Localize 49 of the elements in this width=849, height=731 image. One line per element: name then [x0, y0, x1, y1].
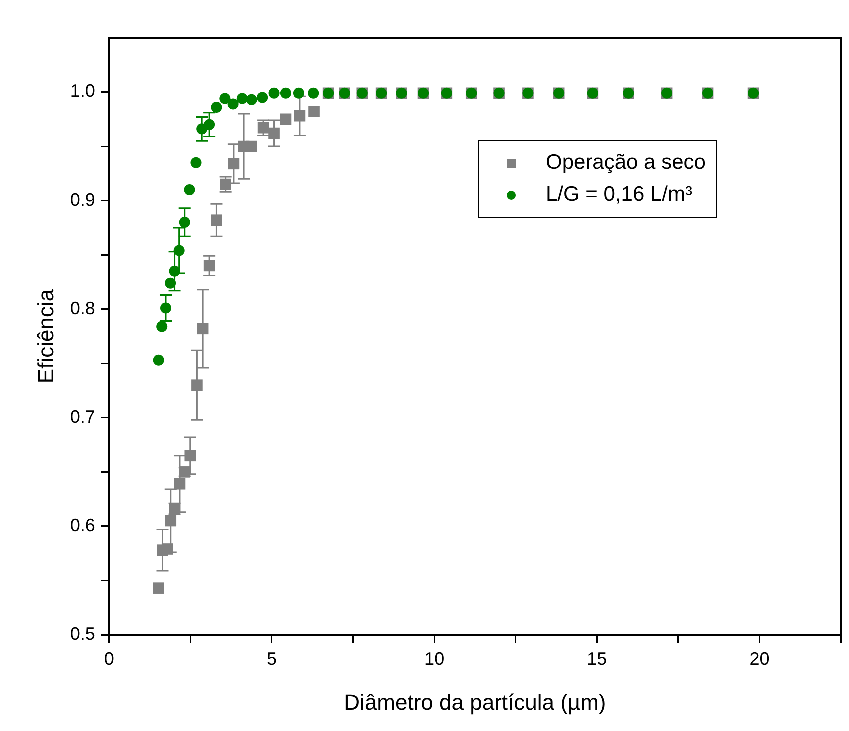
point — [211, 214, 222, 226]
point — [211, 102, 222, 113]
point — [308, 88, 320, 99]
point — [280, 88, 292, 99]
y-tick-label: 0.5 — [70, 624, 96, 644]
x-tick-label: 15 — [587, 648, 608, 669]
point — [246, 140, 258, 152]
point — [156, 321, 168, 332]
point — [228, 158, 240, 170]
x-axis-title: Diâmetro da partícula (µm) — [344, 690, 606, 715]
point — [268, 128, 280, 140]
point — [153, 582, 164, 594]
legend-label: L/G = 0,16 L/m³ — [546, 183, 692, 207]
legend-label: Operação a seco — [546, 151, 706, 175]
point — [174, 245, 185, 256]
point — [162, 544, 174, 555]
point — [197, 323, 209, 335]
point — [228, 98, 239, 110]
point — [153, 354, 164, 366]
x-tick-label: 5 — [266, 648, 278, 669]
x-tick-label: 20 — [750, 648, 770, 669]
point — [280, 114, 292, 126]
point — [308, 106, 320, 118]
point — [169, 266, 180, 277]
point — [268, 88, 280, 99]
point — [174, 478, 186, 490]
y-tick-label: 0.7 — [70, 406, 96, 427]
point — [179, 217, 190, 228]
point — [257, 92, 268, 104]
x-tick-label: 0 — [104, 648, 114, 669]
point — [294, 110, 306, 122]
y-tick-label: 0.8 — [70, 298, 96, 318]
point — [236, 93, 248, 104]
point — [165, 515, 177, 527]
point — [204, 119, 216, 130]
y-tick-label: 0.6 — [70, 515, 96, 536]
x-tick-label: 10 — [424, 648, 445, 669]
point — [220, 93, 231, 104]
point — [192, 380, 203, 392]
y-axis-title: Eficiência — [33, 288, 58, 384]
point — [246, 94, 258, 106]
point — [184, 184, 196, 196]
point — [184, 450, 196, 462]
point — [165, 278, 176, 289]
point — [160, 302, 172, 314]
point — [190, 157, 202, 168]
point — [293, 88, 304, 99]
y-tick-label: 1.0 — [70, 81, 96, 102]
y-tick-label: 0.9 — [70, 190, 96, 210]
